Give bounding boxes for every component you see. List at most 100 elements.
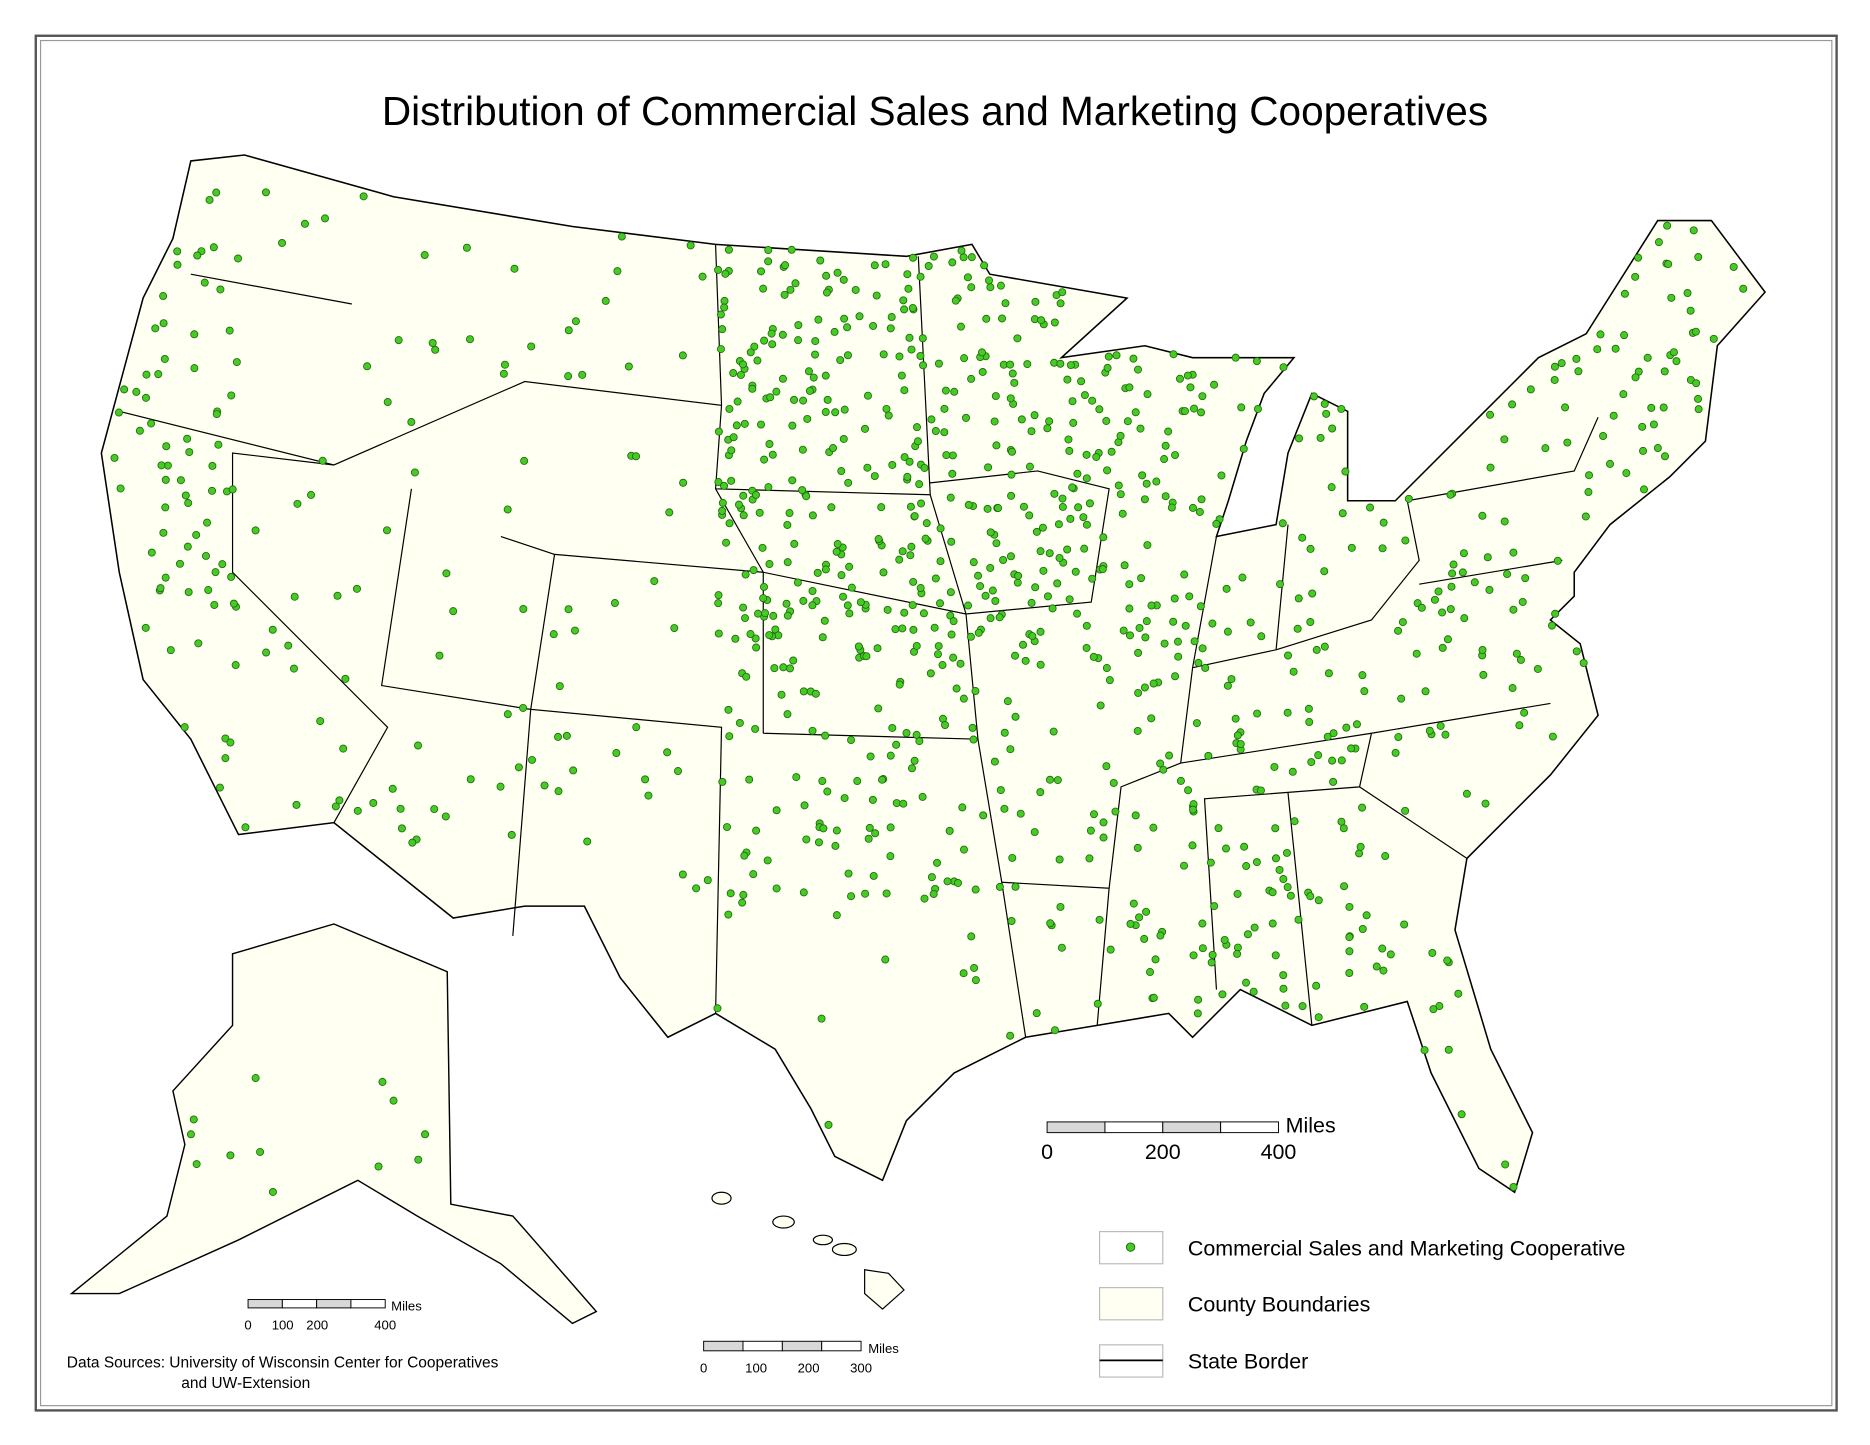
cooperative-dot — [1082, 520, 1091, 529]
cooperative-dot — [752, 826, 761, 835]
cooperative-dot — [1173, 637, 1182, 646]
scale-label: 100 — [272, 1317, 294, 1332]
cooperative-dot — [799, 888, 808, 897]
cooperative-dot — [1294, 434, 1303, 443]
cooperative-dot — [980, 261, 989, 270]
cooperative-dot — [714, 427, 723, 436]
cooperative-dot — [1198, 392, 1207, 401]
cooperative-dot — [132, 387, 141, 396]
cooperative-dot — [414, 741, 423, 750]
cooperative-dot — [1058, 502, 1067, 511]
cooperative-dot — [1082, 450, 1091, 459]
cooperative-dot — [839, 592, 848, 601]
cooperative-dot — [389, 1096, 398, 1105]
cooperative-dot — [339, 744, 348, 753]
cooperative-dot — [1049, 727, 1058, 736]
cooperative-dot — [986, 563, 995, 572]
cooperative-dot — [837, 467, 846, 476]
cooperative-dot — [1043, 424, 1052, 433]
cooperative-dot — [725, 519, 734, 528]
cooperative-dot — [764, 483, 773, 492]
cooperative-dot — [947, 537, 956, 546]
cooperative-dot — [811, 689, 820, 698]
cooperative-dot — [262, 648, 271, 657]
cooperative-dot — [720, 296, 729, 305]
cooperative-dot — [1481, 799, 1490, 808]
cooperative-dot — [1133, 726, 1142, 735]
cooperative-dot — [1271, 824, 1280, 833]
cooperative-dot — [1063, 545, 1072, 554]
cooperative-dot — [869, 321, 878, 330]
cooperative-dot — [1189, 951, 1198, 960]
cooperative-dot — [1290, 817, 1299, 826]
cooperative-dot — [782, 599, 791, 608]
cooperative-dot — [1441, 730, 1450, 739]
cooperative-dot — [268, 1187, 277, 1196]
cooperative-dot — [971, 976, 980, 985]
cooperative-dot — [1134, 648, 1143, 657]
cooperative-dot — [851, 285, 860, 294]
cooperative-dot — [1138, 471, 1147, 480]
cooperative-dot — [378, 1077, 387, 1086]
cooperative-dot — [1310, 392, 1319, 401]
cooperative-dot — [578, 370, 587, 379]
cooperative-dot — [161, 475, 170, 484]
cooperative-dot — [1404, 494, 1413, 503]
cooperative-dot — [1142, 479, 1151, 488]
cooperative-dot — [991, 392, 1000, 401]
cooperative-dot — [225, 326, 234, 335]
cooperative-dot — [977, 348, 986, 357]
cooperative-dot — [746, 348, 755, 357]
cooperative-dot — [1279, 875, 1288, 884]
cooperative-dot — [829, 444, 838, 453]
cooperative-dot — [1025, 462, 1034, 471]
cooperative-dot — [755, 508, 764, 517]
cooperative-dot — [1500, 517, 1509, 526]
cooperative-dot — [920, 894, 929, 903]
cooperative-dot — [185, 448, 194, 457]
cooperative-dot — [142, 370, 151, 379]
cooperative-dot — [1444, 1045, 1453, 1054]
cooperative-dot — [1250, 923, 1259, 932]
cooperative-dot — [428, 339, 437, 348]
cooperative-dot — [1134, 688, 1143, 697]
cooperative-dot — [570, 626, 579, 635]
cooperative-dot — [779, 663, 788, 672]
cooperative-dot — [967, 932, 976, 941]
cooperative-dot — [888, 460, 897, 469]
cooperative-dot — [1006, 552, 1015, 561]
cooperative-dot — [845, 562, 854, 571]
cooperative-dot — [1276, 580, 1285, 589]
cooperative-dot — [1141, 633, 1150, 642]
cooperative-dot — [1459, 549, 1468, 558]
cooperative-dot — [1085, 499, 1094, 508]
cooperative-dot — [1619, 390, 1628, 399]
cooperative-dot — [1131, 811, 1140, 820]
cooperative-dot — [922, 519, 931, 528]
alaska — [69, 923, 598, 1325]
cooperative-dot — [1508, 400, 1517, 409]
cooperative-dot — [359, 192, 368, 201]
cooperative-dot — [990, 417, 999, 426]
cooperative-dot — [159, 319, 168, 328]
cooperative-dot — [967, 283, 976, 292]
cooperative-dot — [739, 511, 748, 520]
cooperative-dot — [1082, 643, 1091, 652]
cooperative-dot — [768, 450, 777, 459]
cooperative-dot — [186, 1130, 195, 1139]
cooperative-dot — [554, 732, 563, 741]
scale-segment — [281, 1299, 318, 1309]
scale-label: 200 — [798, 1360, 820, 1375]
cooperative-dots — [110, 188, 1748, 1196]
cooperative-dot — [194, 639, 203, 648]
cooperative-dot — [831, 408, 840, 417]
cooperative-dot — [804, 367, 813, 376]
legend-label: County Boundaries — [1188, 1292, 1370, 1316]
cooperative-dot — [1017, 415, 1026, 424]
scale-segment — [781, 1340, 823, 1352]
cooperative-dot — [915, 737, 924, 746]
cooperative-dot — [739, 890, 748, 899]
cooperative-dot — [1147, 714, 1156, 723]
cooperative-dot — [316, 717, 325, 726]
cooperative-dot — [754, 609, 763, 618]
